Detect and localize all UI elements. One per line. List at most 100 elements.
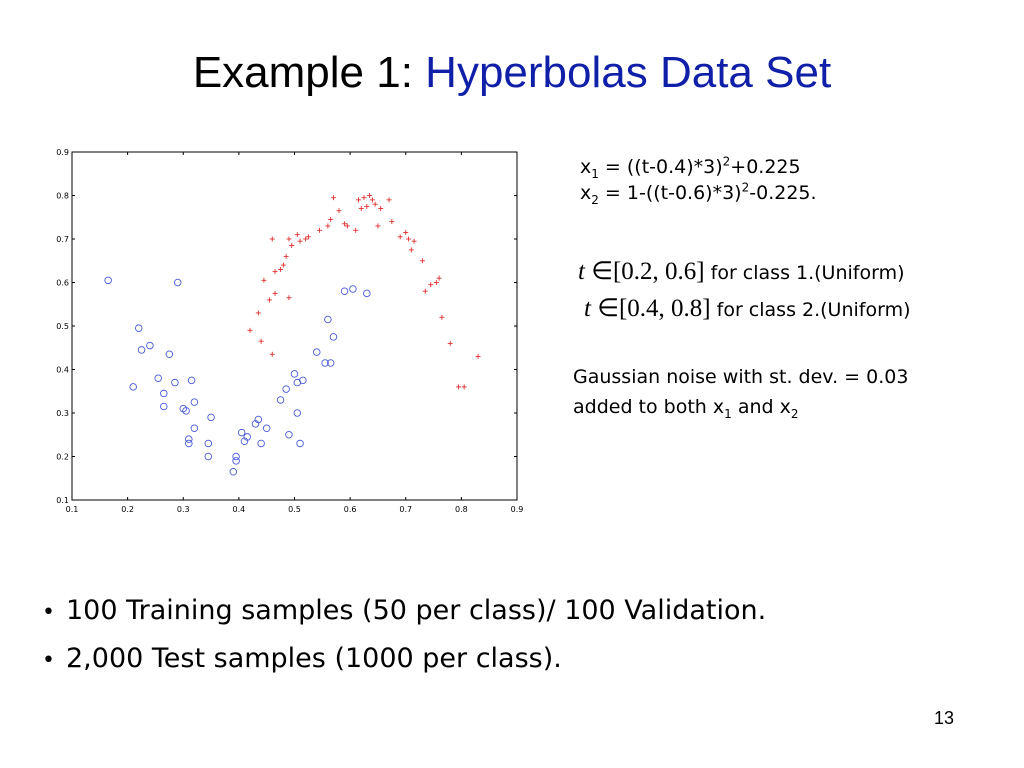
class2-point (364, 203, 370, 209)
class2-point (297, 238, 303, 244)
x-tick-label: 0.3 (177, 505, 190, 514)
plot-axes-box (71, 151, 518, 501)
class2-point (386, 197, 392, 203)
class1-point (262, 424, 271, 432)
class2-point (408, 247, 414, 253)
class1-point (134, 324, 143, 332)
class1-point (137, 346, 146, 354)
class2-point (342, 221, 348, 227)
bullet-marker: • (42, 648, 55, 673)
x-tick-label: 0.4 (233, 505, 246, 514)
y-tick-label: 0.1 (56, 496, 69, 505)
class1-point (160, 389, 168, 398)
class2-point (403, 229, 409, 235)
class2-in-symbol: ∈ (597, 295, 619, 322)
class2-point (261, 277, 267, 283)
noise-line2-sub1: 1 (724, 406, 732, 421)
class2-point (280, 262, 286, 268)
class1-point (282, 385, 290, 393)
class1-point (254, 415, 263, 424)
y-tick-label: 0.9 (56, 148, 69, 157)
y-tick-label: 0.5 (56, 322, 69, 331)
class1-point (204, 452, 213, 461)
class2-point (447, 340, 453, 346)
x-tick-label: 0.1 (66, 505, 79, 514)
y-tick-label: 0.7 (56, 235, 69, 244)
class1-point (237, 428, 246, 437)
class2-point (289, 243, 295, 249)
y-tick-label: 0.3 (56, 409, 69, 418)
class2-point (344, 223, 350, 229)
class2-point (286, 236, 292, 242)
bullet-text-2: 2,000 Test samples (1000 per class). (66, 643, 562, 674)
class1-var: t (578, 258, 585, 285)
class1-point (257, 439, 265, 448)
class2-point (353, 227, 359, 233)
class1-point (185, 439, 193, 448)
x-tick-label: 0.7 (399, 505, 412, 514)
class1-point (190, 424, 199, 432)
class2-point (286, 295, 292, 301)
class2-point (269, 236, 275, 242)
bullet-list: • 100 Training samples (50 per class)/ 10… (42, 588, 766, 684)
class1-point (349, 285, 357, 293)
class1-point (204, 439, 213, 448)
class1-point (229, 467, 238, 476)
eq-x1-sup: 2 (722, 154, 731, 169)
y-tick-label: 0.4 (56, 366, 69, 375)
bullet-text-1: 100 Training samples (50 per class)/ 100… (66, 595, 767, 626)
class2-point (266, 297, 272, 303)
class2-point (358, 206, 364, 212)
class2-label: for class 2.(Uniform) (716, 299, 911, 321)
noise-line2-b: and x (731, 396, 791, 418)
class2-var: t (584, 295, 591, 322)
class2-point (406, 236, 412, 242)
eq-x2-tail: -0.225. (749, 182, 817, 204)
class2-point (475, 353, 481, 359)
noise-line2-sub2: 2 (790, 406, 799, 421)
class2-interval: [0.4, 0.8] (618, 295, 711, 322)
class2-point (325, 223, 331, 229)
bullet-marker: • (42, 600, 55, 625)
class2-point (369, 197, 375, 203)
class1-point (190, 398, 199, 406)
class1-point (232, 452, 240, 461)
class2-point (439, 314, 445, 320)
noise-line2-a: added to both x (573, 396, 725, 418)
class2-point (303, 236, 309, 242)
class1-point (165, 350, 174, 359)
eq-x2-sub: 2 (591, 192, 599, 207)
class2-point (283, 253, 289, 259)
class2-point (456, 384, 462, 390)
eq-x1-lhs: x (580, 156, 592, 178)
eq-x1-mid: = ((t-0.4)*3) (598, 156, 723, 178)
class2-point (272, 290, 278, 296)
equation-x1: x1 = ((t-0.4)*3)2+0.225 (580, 154, 817, 180)
class1-point (363, 289, 371, 298)
x-tick-label: 0.5 (288, 505, 301, 514)
class1-point (182, 407, 190, 415)
class2-point (355, 197, 361, 203)
noise-note: Gaussian noise with st. dev. = 0.03 adde… (573, 362, 908, 422)
class1-point (299, 376, 307, 385)
class2-point (255, 310, 261, 316)
class2-point (372, 201, 378, 207)
eq-x2-lhs: x (580, 182, 592, 204)
title-highlight: Hyperbolas Data Set (425, 48, 832, 97)
class2-point (397, 234, 403, 240)
class1-point (187, 376, 196, 385)
class2-point (375, 223, 381, 229)
class2-point (328, 216, 334, 222)
class1-point (146, 341, 154, 350)
class1-point (154, 374, 162, 382)
class2-point (411, 238, 417, 244)
class2-point (428, 282, 434, 288)
title-prefix: Example 1: (192, 48, 413, 97)
class1-point (340, 287, 349, 295)
class1-point (104, 276, 112, 285)
class1-point (329, 333, 338, 341)
class1-point (321, 359, 329, 367)
eq-x1-tail: +0.225 (730, 156, 801, 178)
noise-line-2: added to both x1 and x2 (573, 392, 908, 422)
class2-point (422, 288, 428, 294)
